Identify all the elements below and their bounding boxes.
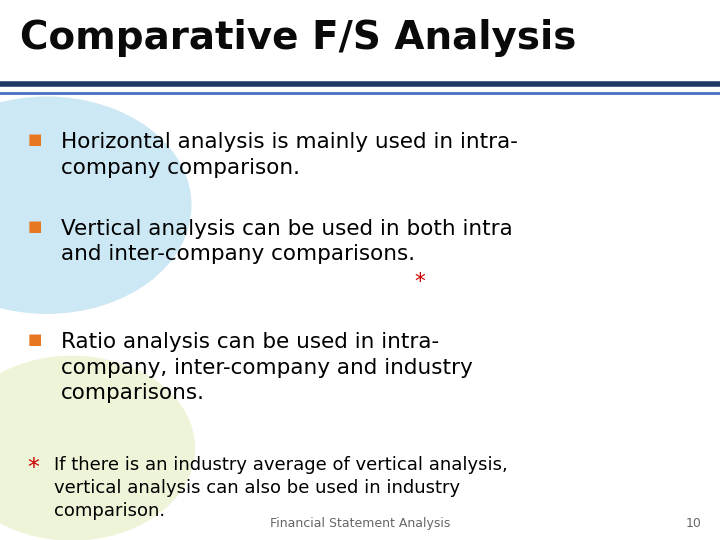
Text: Vertical analysis can be used in both intra
and inter-company comparisons.: Vertical analysis can be used in both in…	[61, 219, 513, 264]
Circle shape	[0, 97, 191, 313]
Text: 10: 10	[686, 517, 702, 530]
Text: ■: ■	[27, 132, 42, 147]
Text: If there is an industry average of vertical analysis,
vertical analysis can also: If there is an industry average of verti…	[54, 456, 508, 520]
Text: Comparative F/S Analysis: Comparative F/S Analysis	[20, 19, 577, 57]
Text: ■: ■	[27, 332, 42, 347]
Text: ■: ■	[27, 219, 42, 234]
Circle shape	[0, 356, 194, 540]
Text: *: *	[414, 272, 425, 292]
Text: Financial Statement Analysis: Financial Statement Analysis	[270, 517, 450, 530]
Text: Ratio analysis can be used in intra-
company, inter-company and industry
compari: Ratio analysis can be used in intra- com…	[61, 332, 473, 403]
Text: *: *	[27, 456, 39, 480]
Text: Horizontal analysis is mainly used in intra-
company comparison.: Horizontal analysis is mainly used in in…	[61, 132, 518, 178]
